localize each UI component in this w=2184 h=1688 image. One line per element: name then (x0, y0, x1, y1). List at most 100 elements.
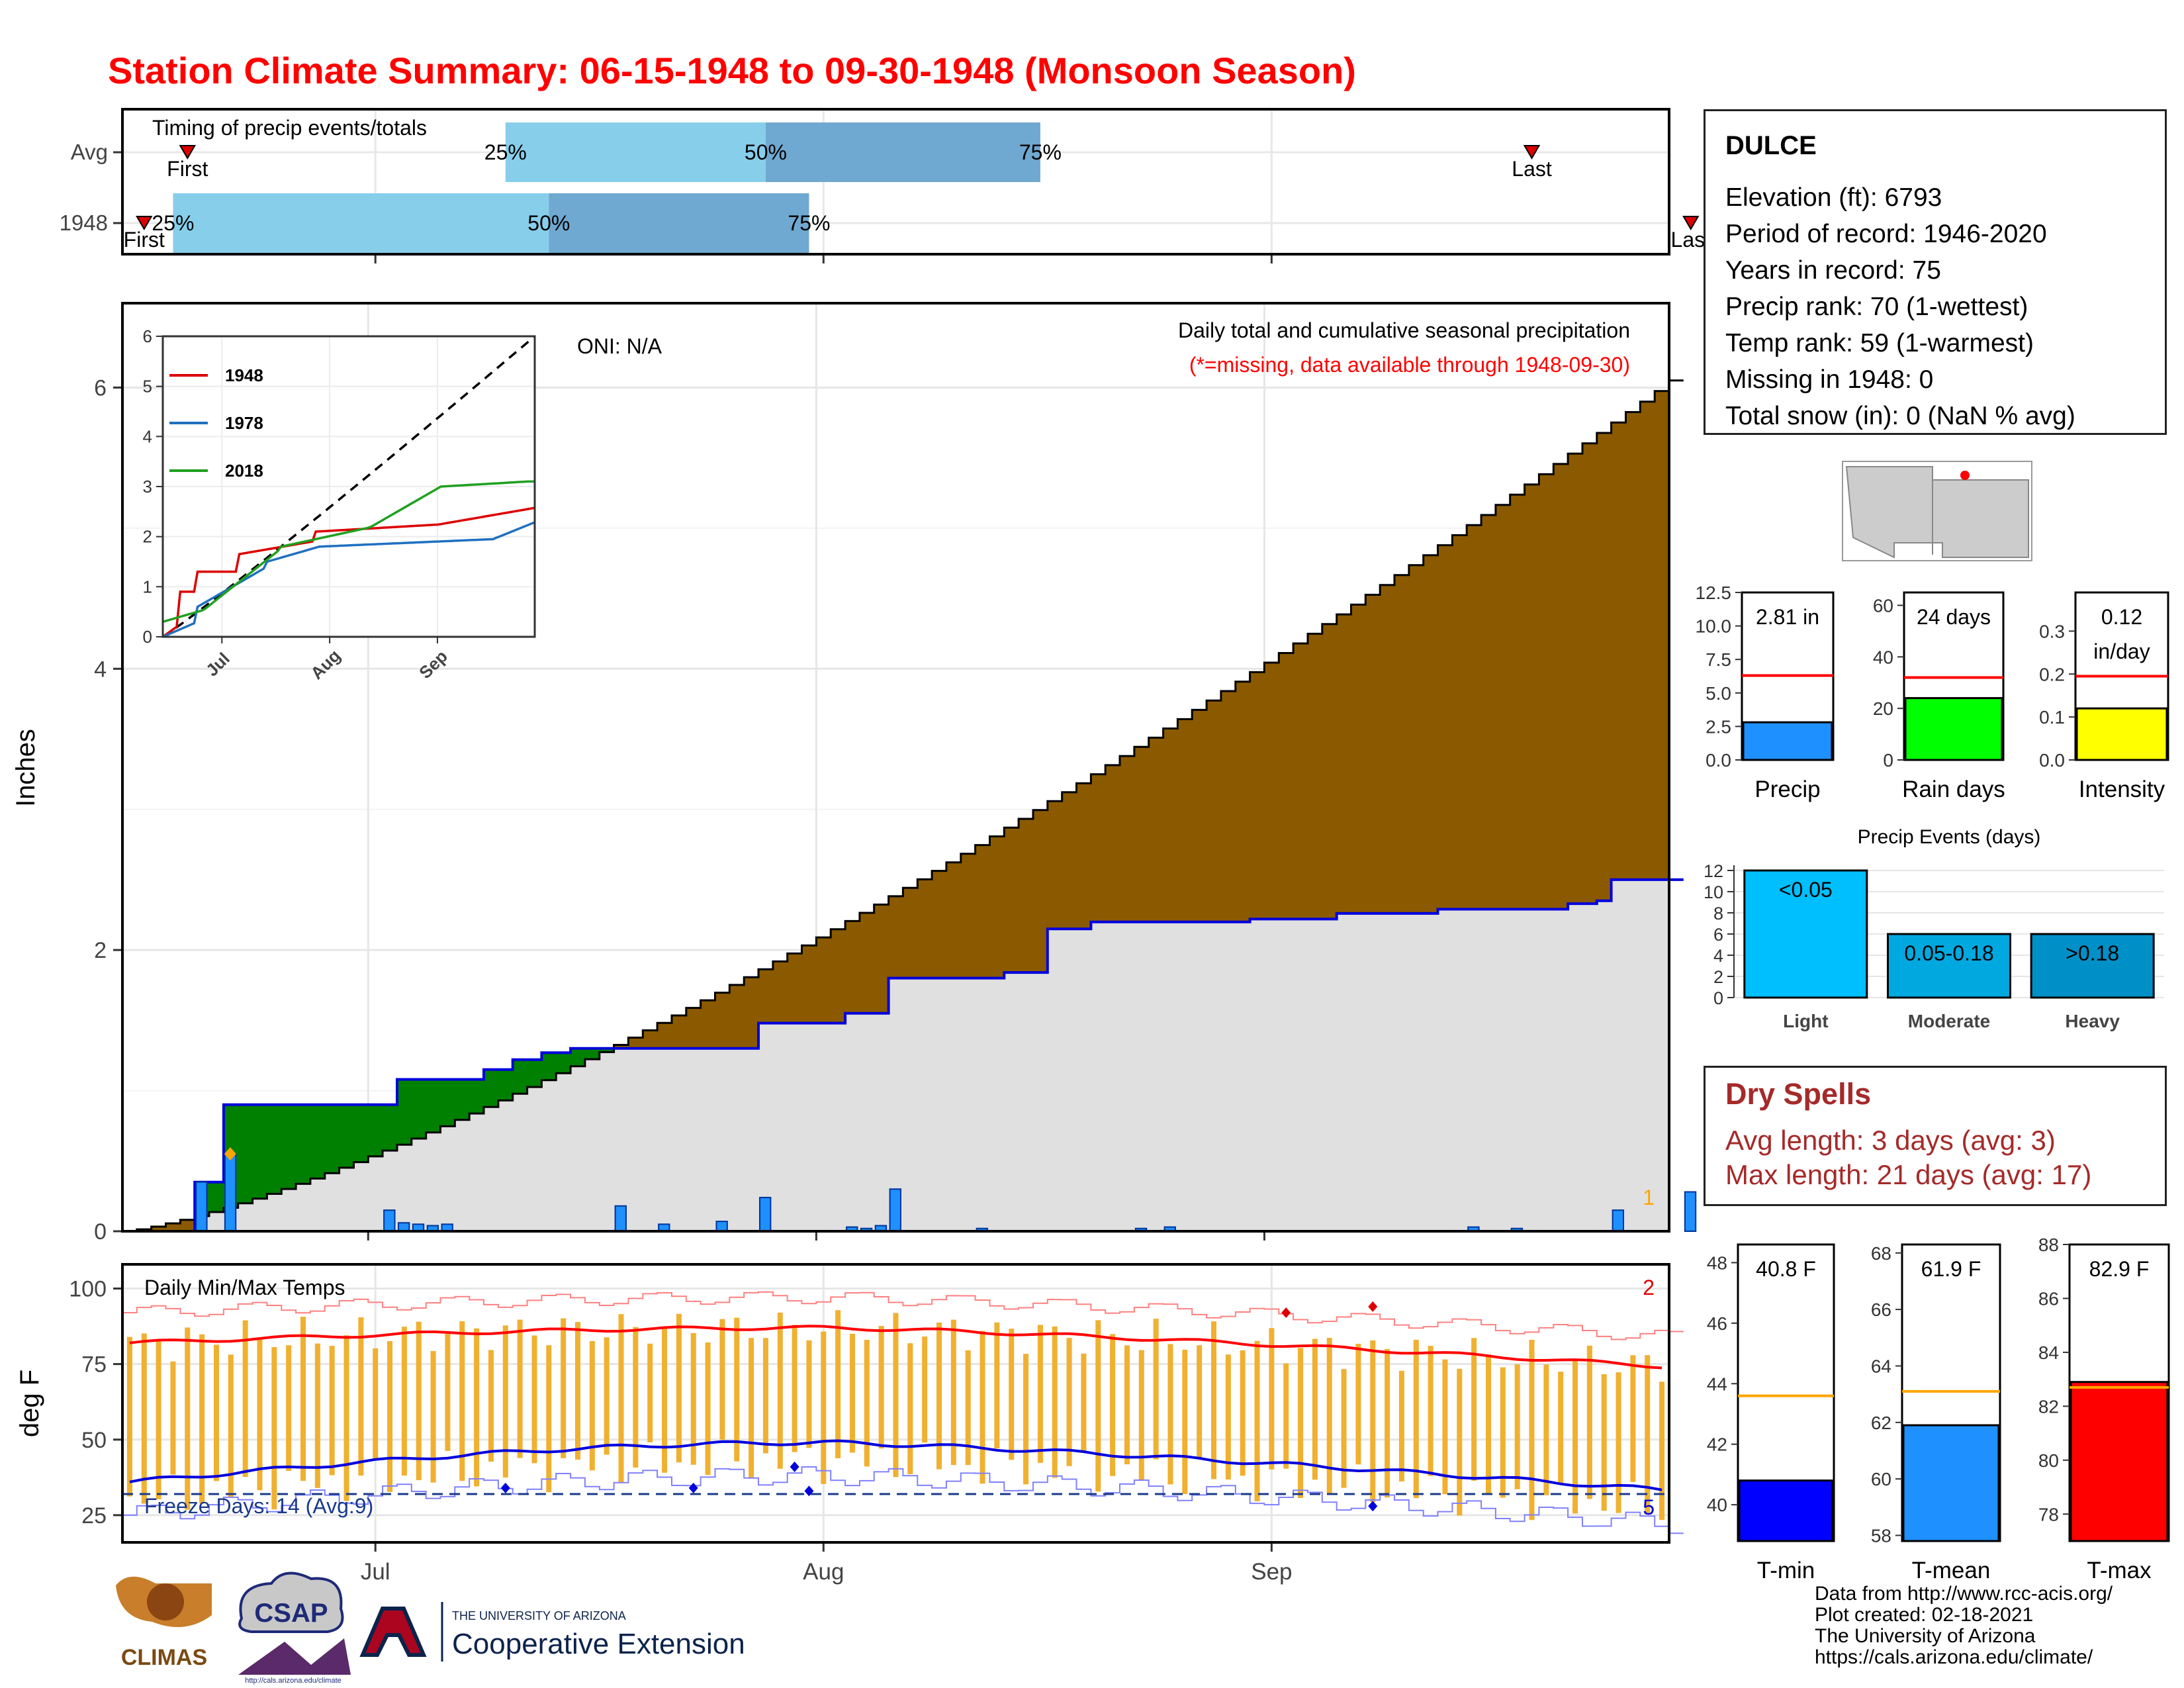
precip-base-fill (1264, 919, 1279, 1231)
temp-daily-range-bar (300, 1317, 306, 1481)
precip-events-y-label: 4 (1713, 946, 1723, 966)
precip-base-fill (628, 1048, 643, 1231)
precip-base-fill (1336, 913, 1352, 1231)
precip-base-fill (845, 1013, 860, 1231)
timing-marker-last (1682, 216, 1700, 230)
season-tmean-value-bar (1902, 1424, 2000, 1542)
credit-data-source: Data from http://www.rcc-acis.org/ (1815, 1583, 2113, 1605)
temp-daily-range-bar (1558, 1372, 1564, 1483)
precip-base-fill (859, 1013, 875, 1231)
precip-departure-fill (339, 1104, 355, 1168)
season-precip-panel: 0.0 2.5 5.0 7.5 10.0 12.5 2.81 in Precip (1696, 583, 1835, 802)
season-tmean-y-label: 68 (1871, 1243, 1891, 1264)
temp-daily-range-bar (1138, 1350, 1144, 1480)
precip-base-fill (960, 978, 976, 1231)
precip-base-fill (874, 1013, 889, 1231)
temp-daily-range-bar (1225, 1354, 1231, 1480)
precip-base-fill (1452, 909, 1467, 1231)
precip-base-fill (772, 1023, 788, 1231)
precip-departure-fill (584, 1048, 600, 1060)
precip-base-fill (1047, 929, 1063, 1231)
precip-departure-fill (1105, 765, 1120, 922)
precip-departure-fill (932, 870, 947, 978)
temp-x-label: Aug (803, 1559, 844, 1585)
dry-spells-max: Max length: 21 days (avg: 17) (1725, 1159, 2092, 1190)
season-tmin-y-label: 40 (1707, 1495, 1727, 1515)
precip-departure-fill (1495, 504, 1511, 910)
credit-url: https://cals.arizona.edu/climate/ (1815, 1646, 2093, 1668)
dry-spells-title: Dry Spells (1725, 1077, 1872, 1111)
precip-base-fill (975, 978, 991, 1231)
precip-departure-fill (1408, 565, 1424, 914)
precip-departure-fill (1177, 719, 1193, 922)
precip-departure-fill (556, 1053, 571, 1074)
precip-y-label: 2 (94, 938, 107, 963)
precip-departure-fill (1582, 443, 1598, 904)
precip-departure-fill (527, 1059, 542, 1088)
precip-departure-fill (426, 1079, 441, 1133)
temp-daily-range-bar (1197, 1345, 1203, 1459)
precip-departure-fill (1279, 653, 1294, 919)
precip-events-y-label: 2 (1713, 967, 1723, 987)
precip-departure-fill (383, 1104, 398, 1151)
temp-avg-max-line (129, 1325, 1662, 1370)
temp-daily-range-bar (864, 1340, 870, 1467)
precip-base-fill (686, 1048, 702, 1231)
temp-daily-range-bar (286, 1345, 292, 1472)
temp-daily-range-bar (979, 1331, 985, 1484)
precip-base-fill (1582, 904, 1598, 1231)
precip-departure-fill (209, 1182, 224, 1212)
precip-departure-fill (455, 1079, 470, 1120)
logos: CLIMAS CSAP http://cals.arizona.edu/climat… (116, 1571, 745, 1685)
season-tmean-y-label: 62 (1871, 1413, 1891, 1433)
precip-departure-fill (1394, 575, 1410, 914)
precip-events-bar (1743, 869, 1868, 999)
precip-departure-fill (396, 1079, 412, 1145)
temp-daily-range-bar (1413, 1340, 1419, 1499)
precip-departure-fill (353, 1104, 369, 1162)
temp-daily-range-bar (1009, 1329, 1015, 1460)
precip-base-fill (1524, 909, 1540, 1231)
precip-departure-fill (1481, 515, 1496, 910)
temp-y-label: 25 (81, 1503, 107, 1528)
precip-base-fill (758, 1023, 774, 1231)
precip-base-fill (989, 978, 1005, 1231)
precip-departure-fill (1553, 463, 1569, 910)
precip-base-fill (1568, 904, 1583, 1231)
precip-base-fill (831, 1023, 846, 1231)
precip-departure-fill (1206, 700, 1222, 922)
season-tmean-panel: 58 60 62 64 66 68 61.9 F T-mean (1871, 1243, 2001, 1583)
precip-base-fill (1408, 913, 1424, 1231)
precip-base-fill (498, 1100, 514, 1231)
temp-daily-range-bar (1298, 1348, 1304, 1498)
temp-daily-range-bar (1529, 1339, 1535, 1521)
timing-label-75: 75% (1019, 140, 1062, 164)
season-tmean-y-label: 60 (1871, 1469, 1891, 1489)
timing-label-25: 25% (484, 140, 527, 164)
temp-daily-range-bar (358, 1317, 364, 1476)
temp-daily-range-bar (488, 1350, 494, 1462)
precip-events-y-label: 6 (1713, 925, 1723, 945)
precip-departure-fill (324, 1104, 340, 1174)
season-tmin-y-label: 44 (1707, 1374, 1727, 1394)
precip-base-fill (1467, 909, 1482, 1231)
temp-daily-range-bar (1601, 1374, 1607, 1511)
precip-base-fill (932, 978, 947, 1231)
season-tmean-y-label: 64 (1871, 1356, 1891, 1376)
precip-base-fill (209, 1211, 224, 1231)
precip-events-value-label: >0.18 (2066, 941, 2119, 965)
season-rain-days-value-bar (1904, 697, 2003, 761)
precip-departure-fill (845, 921, 860, 1013)
precip-base-fill (570, 1066, 586, 1231)
precip-base-fill (1640, 879, 1655, 1231)
temp-y-label: 50 (81, 1428, 107, 1453)
temp-record-low-marker (804, 1485, 814, 1497)
precip-base-fill (729, 1048, 745, 1231)
season-precip-value-bar (1742, 721, 1833, 761)
precip-departure-fill (1192, 710, 1207, 922)
ua-logo-small-text: THE UNIVERSITY OF ARIZONA (452, 1609, 626, 1622)
precip-departure-fill (1655, 391, 1670, 880)
precip-base-fill (1351, 913, 1366, 1231)
precip-base-fill (267, 1194, 282, 1231)
